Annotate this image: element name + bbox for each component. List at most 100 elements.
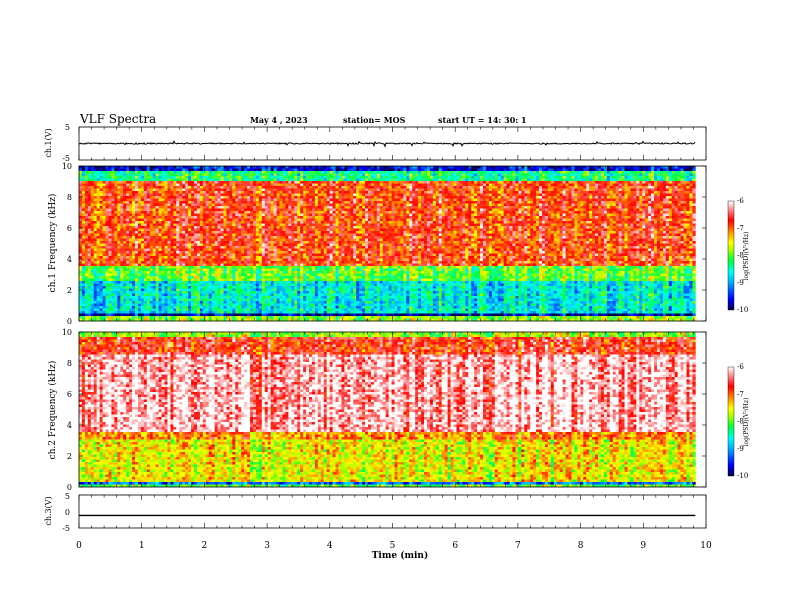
spectrogram-cell [152, 266, 157, 269]
spectrogram-cell [164, 186, 168, 189]
spectrogram-cell [102, 248, 106, 252]
spectrogram-cell [87, 171, 92, 174]
spectrogram-cell [220, 251, 224, 254]
spectrogram-cell [303, 303, 307, 307]
spectrogram-cell [155, 306, 159, 309]
spectrogram-cell [211, 263, 216, 267]
spectrogram-cell [143, 218, 148, 222]
spectrogram-cell [93, 233, 98, 237]
spectrogram-cell [255, 191, 260, 194]
spectrogram-cell [306, 186, 310, 189]
spectrogram-cell [205, 303, 210, 307]
spectrogram-cell [309, 263, 313, 267]
spectrogram-cell [261, 283, 266, 287]
spectrogram-cell [267, 226, 272, 229]
spectrogram-cell [191, 193, 195, 197]
spectrogram-cell [194, 218, 198, 222]
spectrogram-cell [167, 221, 171, 224]
spectrogram-cell [194, 311, 198, 314]
spectrogram-cell [179, 196, 183, 199]
spectrogram-cell [188, 298, 192, 302]
spectrogram-cell [93, 256, 98, 259]
spectrogram-cell [152, 231, 157, 234]
spectrogram-cell [96, 241, 100, 244]
spectrogram-cell [105, 231, 109, 234]
spectrogram-cell [188, 213, 192, 217]
spectrogram-cell [149, 281, 154, 284]
spectrogram-cell [211, 306, 216, 309]
spectrogram-cell [182, 216, 186, 219]
spectrogram-cell [137, 266, 142, 269]
spectrogram-cell [167, 306, 171, 309]
spectrogram-cell [90, 186, 95, 189]
spectrogram-cell [238, 283, 242, 287]
spectrogram-cell [126, 286, 130, 289]
spectrogram-cell [161, 206, 165, 209]
spectrogram-cell [267, 233, 272, 237]
spectrogram-cell [182, 313, 186, 317]
spectrogram-cell [276, 318, 280, 321]
spectrogram-cell [158, 261, 162, 264]
spectrogram-cell [303, 193, 307, 197]
spectrogram-cell [93, 266, 98, 269]
spectrogram-cell [288, 248, 292, 252]
spectrogram-cell [199, 216, 204, 219]
spectrogram-cell [102, 271, 106, 274]
spectrogram-cell [223, 206, 227, 209]
spectrogram-cell [114, 208, 118, 212]
spectrogram-cell [87, 236, 92, 239]
spectrogram-cell [114, 273, 118, 277]
spectrogram-cell [87, 318, 92, 321]
spectrogram-cell [164, 298, 168, 302]
spectrogram-cell [235, 286, 239, 289]
spectrogram-cell [276, 203, 280, 207]
spectrogram-cell [258, 301, 263, 304]
spectrogram-cell [223, 183, 227, 187]
spectrogram-cell [191, 318, 195, 321]
spectrogram-cell [182, 283, 186, 287]
spectrogram-cell [229, 281, 233, 284]
spectrogram-cell [164, 243, 168, 247]
spectrogram-cell [108, 238, 112, 242]
spectrogram-cell [285, 198, 289, 202]
spectrogram-cell [182, 193, 186, 197]
spectrogram-cell [232, 226, 236, 229]
spectrogram-cell [255, 196, 260, 199]
spectrogram-cell [229, 213, 233, 217]
spectrogram-cell [235, 188, 239, 192]
spectrogram-cell [294, 268, 298, 272]
spectrogram-cell [84, 223, 89, 227]
spectrogram-cell [306, 223, 310, 227]
spectrogram-cell [158, 216, 162, 219]
spectrogram-cell [188, 296, 192, 299]
spectrogram-cell [96, 301, 100, 304]
spectrogram-cell [164, 188, 168, 192]
spectrogram-cell [241, 263, 245, 267]
spectrogram-cell [294, 258, 298, 262]
spectrogram-cell [241, 191, 245, 194]
spectrogram-cell [93, 263, 98, 267]
spectrogram-cell [279, 268, 283, 272]
spectrogram-cell [288, 226, 292, 229]
spectrogram-cell [126, 226, 130, 229]
spectrogram-cell [291, 223, 295, 227]
spectrogram-cell [132, 296, 136, 299]
spectrogram-cell [194, 281, 198, 284]
spectrogram-cell [309, 191, 313, 194]
spectrogram-cell [229, 173, 233, 177]
spectrogram-cell [261, 291, 266, 294]
spectrogram-cell [161, 166, 165, 169]
spectrogram-cell [120, 226, 124, 229]
spectrogram-cell [173, 271, 177, 274]
spectrogram-cell [288, 173, 292, 177]
spectrogram-cell [291, 301, 295, 304]
spectrogram-cell [223, 316, 227, 319]
spectrogram-cell [164, 308, 168, 312]
spectrogram-cell [300, 288, 304, 292]
spectrogram-cell [185, 208, 189, 212]
spectrogram-cell [244, 296, 248, 299]
spectrogram-cell [270, 296, 274, 299]
spectrogram-cell [132, 303, 136, 307]
spectrogram-cell [306, 166, 310, 169]
spectrogram-cell [196, 268, 201, 272]
